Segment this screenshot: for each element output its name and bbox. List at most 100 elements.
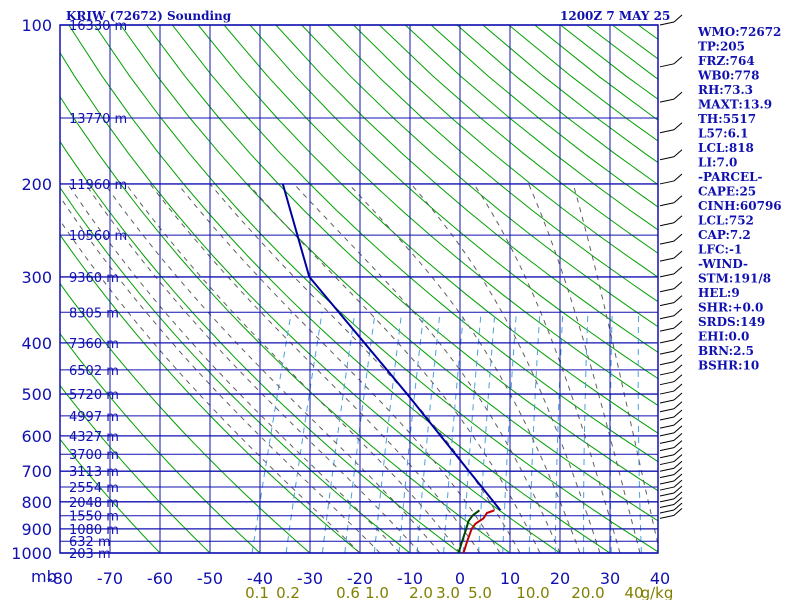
wind-barb [659, 327, 675, 332]
wind-barb [659, 315, 675, 320]
temperature-tick-label: -40 [247, 569, 273, 588]
index-value: SHR:+0.0 [698, 301, 763, 315]
wind-barb [659, 273, 675, 278]
index-value: STM:191/8 [698, 272, 771, 286]
index-value: BSHR:10 [698, 359, 759, 373]
wind-barb [659, 432, 675, 437]
wind-barb [659, 492, 675, 497]
wind-barb [659, 454, 675, 459]
wind-barb-flag [673, 56, 683, 65]
mixing-ratio-label: 20.0 [571, 584, 604, 600]
height-label: 4997 m [69, 410, 119, 425]
index-value: TP:205 [698, 40, 745, 54]
wind-barb [659, 339, 675, 344]
temperature-tick-label: 0 [455, 569, 465, 588]
moist-adiabat [67, 183, 401, 553]
dewpoint-line [457, 509, 481, 553]
wind-barb-flag [673, 173, 683, 182]
moist-adiabat [348, 183, 581, 553]
wind-barb-flag [673, 343, 683, 352]
wind-barb [659, 129, 675, 134]
wind-barb-flag [673, 508, 683, 516]
pressure-tick-label: 200 [21, 175, 52, 194]
mixing-ratio-label: 0.6 [336, 584, 360, 600]
wind-barb-flag [673, 460, 683, 469]
wind-barb [659, 474, 675, 479]
index-value: TH:5517 [698, 112, 756, 126]
sounding-time: 1200Z 7 MAY 25 [560, 9, 670, 23]
index-value: FRZ:764 [698, 54, 755, 68]
mixing-ratio-line [373, 312, 403, 553]
wind-barb [659, 509, 675, 514]
wind-barb [659, 350, 675, 355]
wind-barb [659, 288, 675, 293]
mixing-ratio-line [285, 312, 323, 553]
wind-barb [659, 63, 675, 68]
index-value: L57:6.1 [698, 127, 748, 141]
wind-barb [659, 498, 675, 503]
wind-barbs [659, 14, 683, 519]
mixing-ratio-line [637, 312, 642, 553]
wind-barb [659, 180, 675, 185]
index-value: WB0:778 [697, 69, 759, 83]
wind-barb-flag [673, 383, 683, 392]
wind-barb [659, 156, 675, 161]
wind-barb-flag [673, 332, 683, 341]
mixing-ratio-lines [251, 312, 642, 553]
mixing-ratio-line [502, 312, 517, 553]
moist-adiabat [572, 183, 658, 547]
mixing-ratio-line [462, 312, 482, 553]
wind-barb-flag [673, 409, 683, 418]
wind-barb [659, 399, 675, 404]
mixing-ratio-line [528, 312, 541, 553]
wind-barb-flag [673, 14, 683, 23]
moist-adiabat [84, 183, 421, 553]
height-label: 13770 m [69, 112, 127, 127]
wind-barb [659, 467, 675, 472]
temperature-tick-label: -30 [297, 569, 323, 588]
index-value: LCL:818 [698, 141, 754, 155]
wind-barb [659, 202, 675, 207]
moist-adiabat [528, 183, 641, 553]
wind-barb [659, 447, 675, 452]
index-value: WMO:72672 [697, 25, 781, 39]
temperature-tick-label: -10 [397, 569, 423, 588]
mixing-ratio-label: 3.0 [436, 584, 460, 600]
mixing-ratio-label: 0.1 [245, 584, 269, 600]
wind-barb-flag [673, 122, 683, 131]
wind-barb [659, 302, 675, 307]
pressure-tick-label: 700 [21, 462, 52, 481]
moist-adiabat [125, 183, 461, 553]
mixing-ratio-label: 0.2 [276, 584, 300, 600]
wind-barb [659, 480, 675, 485]
mixing-ratio-line [609, 312, 613, 553]
wind-barb [659, 439, 675, 444]
mixing-ratio-line [398, 312, 425, 553]
height-label: 3113 m [69, 465, 119, 480]
temperature-tick-label: -20 [347, 569, 373, 588]
wind-barb [659, 461, 675, 466]
pressure-tick-label: 800 [21, 493, 52, 512]
height-label: 203 m [69, 547, 111, 562]
height-label: 6502 m [69, 364, 119, 379]
wind-barb-flag [673, 440, 683, 449]
height-label: 11960 m [69, 178, 127, 193]
wind-barb [659, 381, 675, 386]
mixing-ratio-line [344, 312, 376, 553]
mixing-ratio-label: 5.0 [468, 584, 492, 600]
wind-barb-flag [673, 433, 683, 441]
index-value: CINH:60796 [698, 199, 782, 213]
parcel-path-line [281, 183, 502, 511]
temperature-tick-label: 30 [600, 569, 620, 588]
wind-barb-flag [673, 195, 683, 204]
temperature-tick-label: 20 [550, 569, 570, 588]
mixing-ratio-label: 1.0 [365, 584, 389, 600]
height-label: 1550 m [69, 510, 119, 525]
wind-barb [659, 514, 675, 519]
mixing-ratio-line [443, 312, 465, 553]
wind-barb [659, 98, 675, 103]
index-value: HEL:9 [698, 286, 740, 300]
temperature-tick-label: 40 [650, 569, 670, 588]
wind-barb [659, 408, 675, 413]
